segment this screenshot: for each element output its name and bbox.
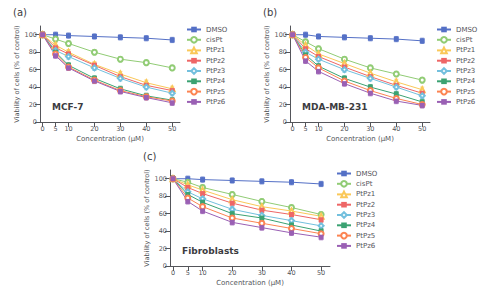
svg-text:80: 80	[279, 48, 287, 56]
svg-text:50: 50	[418, 125, 426, 133]
svg-text:30: 30	[258, 269, 266, 277]
svg-text:50: 50	[168, 125, 176, 133]
svg-text:80: 80	[159, 192, 167, 200]
svg-text:PtPz1: PtPz1	[206, 46, 225, 54]
svg-text:40: 40	[159, 227, 167, 235]
svg-text:40: 40	[142, 125, 150, 133]
svg-text:Viability of cells (% of contr: Viability of cells (% of control)	[263, 25, 271, 122]
svg-text:DMSO: DMSO	[356, 170, 378, 178]
svg-text:PtPz3: PtPz3	[456, 67, 475, 75]
svg-text:PtPz2: PtPz2	[206, 57, 225, 65]
svg-text:0: 0	[163, 262, 167, 270]
svg-text:20: 20	[90, 125, 98, 133]
svg-text:100: 100	[25, 31, 37, 39]
svg-text:(b): (b)	[263, 7, 277, 18]
svg-text:PtPz6: PtPz6	[456, 98, 476, 106]
svg-text:MCF-7: MCF-7	[52, 102, 83, 112]
svg-text:Fibroblasts: Fibroblasts	[182, 246, 239, 256]
svg-text:DMSO: DMSO	[206, 26, 228, 34]
svg-text:20: 20	[279, 101, 287, 109]
svg-text:PtPz2: PtPz2	[456, 57, 475, 65]
svg-text:Viability of cells (% of contr: Viability of cells (% of control)	[13, 25, 21, 122]
svg-text:Concentration (μM): Concentration (μM)	[326, 135, 394, 143]
svg-text:100: 100	[275, 31, 287, 39]
svg-text:0: 0	[33, 118, 37, 126]
svg-text:PtPz6: PtPz6	[206, 98, 226, 106]
svg-text:PtPz4: PtPz4	[456, 77, 476, 85]
svg-text:0: 0	[291, 125, 295, 133]
svg-text:PtPz2: PtPz2	[356, 201, 375, 209]
svg-text:Viability of cells (% of contr: Viability of cells (% of control)	[143, 169, 151, 266]
svg-text:PtPz4: PtPz4	[356, 221, 376, 229]
svg-text:20: 20	[228, 269, 236, 277]
svg-text:20: 20	[29, 101, 37, 109]
svg-text:0: 0	[41, 125, 45, 133]
svg-text:PtPz5: PtPz5	[456, 88, 475, 96]
svg-text:DMSO: DMSO	[456, 26, 478, 34]
svg-text:5: 5	[53, 125, 57, 133]
svg-text:5: 5	[186, 269, 190, 277]
svg-text:30: 30	[116, 125, 124, 133]
svg-text:10: 10	[314, 125, 322, 133]
svg-text:0: 0	[171, 269, 175, 277]
svg-text:PtPz3: PtPz3	[356, 211, 375, 219]
svg-text:20: 20	[340, 125, 348, 133]
svg-text:60: 60	[279, 66, 287, 74]
svg-text:60: 60	[29, 66, 37, 74]
svg-text:(c): (c)	[143, 151, 156, 162]
svg-text:PtPz4: PtPz4	[206, 77, 226, 85]
svg-text:60: 60	[159, 210, 167, 218]
svg-text:(a): (a)	[13, 7, 27, 18]
svg-text:PtPz3: PtPz3	[206, 67, 225, 75]
svg-text:MDA-MB-231: MDA-MB-231	[302, 102, 367, 112]
svg-text:10: 10	[64, 125, 72, 133]
svg-text:10: 10	[198, 269, 206, 277]
svg-text:Concentration (μM): Concentration (μM)	[216, 279, 284, 287]
svg-text:cisPt: cisPt	[206, 36, 223, 44]
svg-text:PtPz6: PtPz6	[356, 242, 376, 250]
svg-text:50: 50	[317, 269, 325, 277]
svg-text:Concentration (μM): Concentration (μM)	[76, 135, 144, 143]
svg-text:PtPz5: PtPz5	[356, 232, 375, 240]
svg-text:5: 5	[303, 125, 307, 133]
svg-text:40: 40	[279, 83, 287, 91]
svg-text:80: 80	[29, 48, 37, 56]
svg-text:PtPz1: PtPz1	[356, 190, 375, 198]
svg-text:20: 20	[159, 245, 167, 253]
svg-text:30: 30	[366, 125, 374, 133]
svg-text:cisPt: cisPt	[456, 36, 473, 44]
svg-text:PtPz5: PtPz5	[206, 88, 225, 96]
svg-text:0: 0	[283, 118, 287, 126]
svg-text:100: 100	[155, 175, 167, 183]
svg-text:40: 40	[287, 269, 295, 277]
svg-text:PtPz1: PtPz1	[456, 46, 475, 54]
svg-text:cisPt: cisPt	[356, 180, 373, 188]
svg-text:40: 40	[29, 83, 37, 91]
svg-text:40: 40	[392, 125, 400, 133]
